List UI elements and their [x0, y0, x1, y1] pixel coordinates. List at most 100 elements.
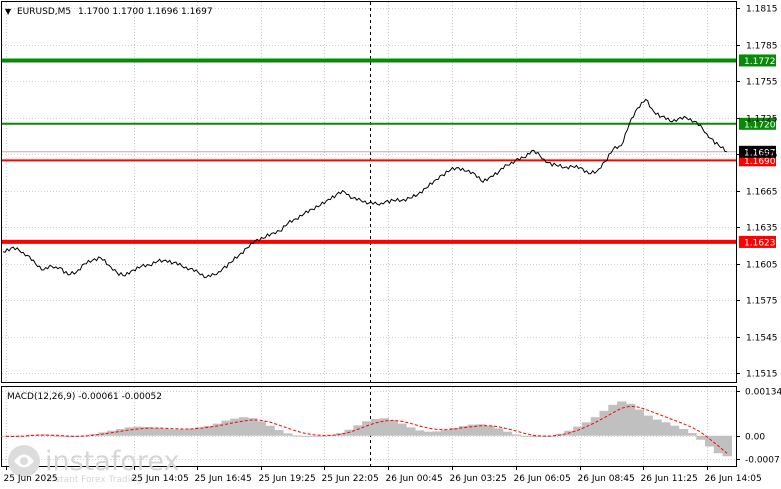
x-tick-label: 25 Jun 19:25: [259, 474, 316, 484]
macd-histogram-bar: [115, 429, 126, 436]
current-price-box: [739, 145, 776, 158]
watermark: instaforex Instant Forex Trading: [8, 445, 179, 485]
macd-histogram-bar: [230, 418, 240, 436]
macd-histogram-bar: [212, 423, 223, 436]
y-tick-label: 1.1515: [746, 370, 778, 380]
current-price-text: 1.1697: [744, 148, 776, 158]
dropdown-arrow-icon[interactable]: ▼: [5, 7, 12, 16]
macd-histogram-bar: [722, 435, 732, 457]
y-tick-label: 1.1725: [746, 115, 778, 125]
macd-histogram-bar: [485, 425, 495, 436]
level-label-box: [739, 117, 776, 130]
main-grid: [2, 2, 736, 382]
macd-histogram: [1, 401, 732, 457]
x-tick-label: 26 Jun 11:25: [641, 474, 698, 484]
macd-axis: 0.00134 0.00 -0.0007: [736, 388, 781, 466]
macd-histogram-bar: [423, 431, 434, 436]
y-tick-label: 1.1785: [746, 42, 778, 52]
macd-histogram-bar: [221, 420, 231, 436]
macd-histogram-bar: [168, 429, 179, 436]
macd-histogram-bar: [107, 430, 117, 436]
macd-histogram-bar: [476, 424, 486, 436]
macd-tick-label: -0.0007: [745, 456, 780, 466]
x-tick-label: 26 Jun 00:45: [386, 474, 443, 484]
macd-histogram-bar: [625, 403, 636, 436]
level-label-text: 1.1720: [744, 120, 776, 130]
y-tick-label: 1.1665: [746, 188, 778, 198]
macd-histogram-bar: [291, 435, 302, 437]
macd-histogram-bar: [467, 424, 478, 436]
macd-histogram-bar: [458, 425, 469, 436]
macd-histogram-bar: [687, 433, 697, 436]
macd-histogram-bar: [362, 421, 372, 436]
macd-histogram-bar: [326, 435, 337, 437]
macd-histogram-bar: [537, 435, 548, 437]
macd-histogram-bar: [634, 409, 645, 436]
price-series: [2, 98, 728, 279]
macd-histogram-bar: [195, 427, 205, 436]
macd-histogram-bar: [282, 433, 293, 436]
macd-histogram-bar: [133, 426, 143, 436]
x-tick-label: 25 Jun 16:45: [195, 474, 252, 484]
macd-tick-label: 0.00: [745, 433, 765, 443]
macd-histogram-bar: [713, 435, 724, 454]
macd-histogram-bar: [617, 401, 627, 436]
x-tick-label: 26 Jun 14:05: [705, 474, 762, 484]
macd-histogram-bar: [441, 430, 451, 436]
macd-histogram-bar: [265, 425, 275, 436]
macd-histogram-bar: [590, 417, 601, 436]
macd-histogram-bar: [661, 422, 671, 436]
y-tick-label: 1.1635: [746, 224, 778, 234]
x-tick-label: 25 Jun 22:05: [322, 474, 379, 484]
y-tick-label: 1.1545: [746, 334, 778, 344]
macd-histogram-bar: [432, 431, 442, 436]
macd-histogram-bar: [370, 418, 381, 436]
ohlc-values: 1.1700 1.1700 1.1696 1.1697: [78, 7, 213, 17]
macd-signal: [6, 405, 728, 454]
macd-histogram-bar: [520, 435, 530, 437]
macd-histogram-bar: [599, 410, 609, 436]
symbol-label: EURUSD,M5: [17, 7, 71, 17]
level-label-text: 1.1690: [744, 157, 776, 167]
macd-histogram-bar: [388, 420, 398, 436]
macd-histogram-bar: [414, 430, 425, 436]
macd-histogram-bar: [652, 419, 662, 436]
y-tick-label: 1.1815: [746, 5, 778, 15]
price-line: [2, 98, 728, 279]
time-axis: 25 Jun 2025 25 Jun 14:05 25 Jun 16:45 25 Ju…: [4, 466, 762, 484]
macd-histogram-bar: [573, 426, 583, 436]
macd-histogram-bar: [300, 435, 310, 437]
y-tick-label: 1.1575: [746, 297, 778, 307]
watermark-tagline: Instant Forex Trading: [47, 475, 142, 485]
macd-label: MACD(12,26,9) -0.00061 -0.00052: [7, 392, 162, 402]
macd-signal-line: [6, 405, 728, 454]
macd-histogram-bar: [678, 429, 689, 436]
level-label-text: 1.1772: [744, 57, 776, 67]
macd-histogram-bar: [511, 434, 521, 436]
watermark-brand: instaforex: [45, 446, 179, 477]
macd-histogram-bar: [124, 427, 135, 436]
macd-histogram-bar: [643, 415, 653, 436]
macd-histogram-bar: [353, 425, 363, 436]
macd-histogram-bar: [696, 435, 706, 440]
level-label-box: [739, 54, 776, 67]
macd-histogram-bar: [397, 423, 407, 436]
macd-histogram-bar: [151, 427, 161, 436]
macd-histogram-bar: [247, 418, 258, 436]
macd-histogram-bar: [529, 435, 539, 438]
x-tick-label: 26 Jun 08:45: [578, 474, 635, 484]
macd-histogram-bar: [10, 435, 20, 437]
macd-histogram-bar: [608, 404, 618, 436]
macd-histogram-bar: [705, 435, 715, 447]
y-tick-label: 1.1695: [746, 151, 778, 161]
macd-histogram-bar: [274, 430, 284, 436]
macd-histogram-bar: [80, 435, 91, 437]
macd-histogram-bar: [309, 435, 319, 437]
x-tick-label: 26 Jun 06:05: [514, 474, 571, 484]
macd-histogram-bar: [256, 421, 266, 436]
macd-tick-label: 0.00134: [745, 388, 781, 398]
y-tick-label: 1.1605: [746, 261, 778, 271]
macd-histogram-bar: [142, 427, 152, 436]
